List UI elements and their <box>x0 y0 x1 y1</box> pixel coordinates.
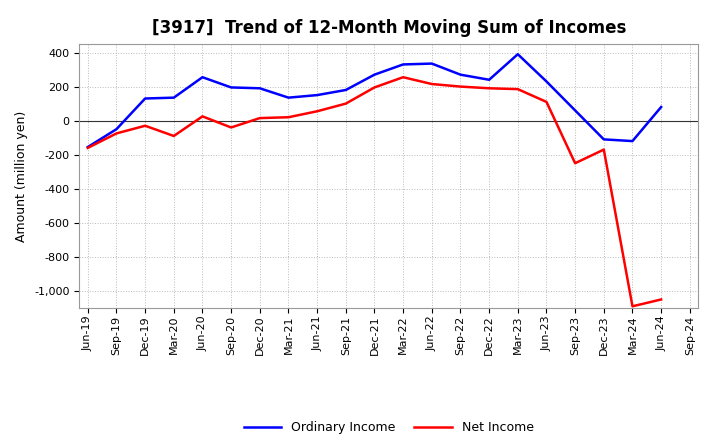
Line: Net Income: Net Income <box>88 77 661 306</box>
Ordinary Income <box>312 92 321 98</box>
Net Income <box>227 125 235 130</box>
Legend: Ordinary Income, Net Income: Ordinary Income, Net Income <box>239 416 539 439</box>
Net Income <box>341 101 350 106</box>
Ordinary Income <box>169 95 178 100</box>
Net Income <box>542 99 551 105</box>
Ordinary Income <box>428 61 436 66</box>
Net Income <box>600 147 608 152</box>
Net Income <box>657 297 665 302</box>
Net Income <box>428 81 436 87</box>
Ordinary Income <box>198 74 207 80</box>
Ordinary Income <box>399 62 408 67</box>
Net Income <box>628 304 636 309</box>
Ordinary Income <box>341 88 350 93</box>
Ordinary Income <box>112 127 121 132</box>
Net Income <box>485 86 493 91</box>
Ordinary Income <box>542 79 551 84</box>
Ordinary Income <box>485 77 493 82</box>
Ordinary Income <box>628 139 636 144</box>
Ordinary Income <box>657 104 665 110</box>
Net Income <box>571 161 580 166</box>
Ordinary Income <box>370 72 379 77</box>
Ordinary Income <box>284 95 293 100</box>
Y-axis label: Amount (million yen): Amount (million yen) <box>15 110 28 242</box>
Ordinary Income <box>600 137 608 142</box>
Ordinary Income <box>227 85 235 90</box>
Net Income <box>198 114 207 119</box>
Ordinary Income <box>84 144 92 150</box>
Net Income <box>112 131 121 136</box>
Ordinary Income <box>456 72 465 77</box>
Net Income <box>284 114 293 120</box>
Net Income <box>370 85 379 90</box>
Title: [3917]  Trend of 12-Month Moving Sum of Incomes: [3917] Trend of 12-Month Moving Sum of I… <box>152 19 626 37</box>
Ordinary Income <box>256 86 264 91</box>
Ordinary Income <box>141 96 150 101</box>
Net Income <box>84 145 92 150</box>
Net Income <box>399 74 408 80</box>
Net Income <box>256 115 264 121</box>
Ordinary Income <box>571 108 580 113</box>
Line: Ordinary Income: Ordinary Income <box>88 54 661 147</box>
Net Income <box>312 109 321 114</box>
Ordinary Income <box>513 51 522 57</box>
Net Income <box>141 123 150 128</box>
Net Income <box>513 87 522 92</box>
Net Income <box>456 84 465 89</box>
Net Income <box>169 133 178 139</box>
